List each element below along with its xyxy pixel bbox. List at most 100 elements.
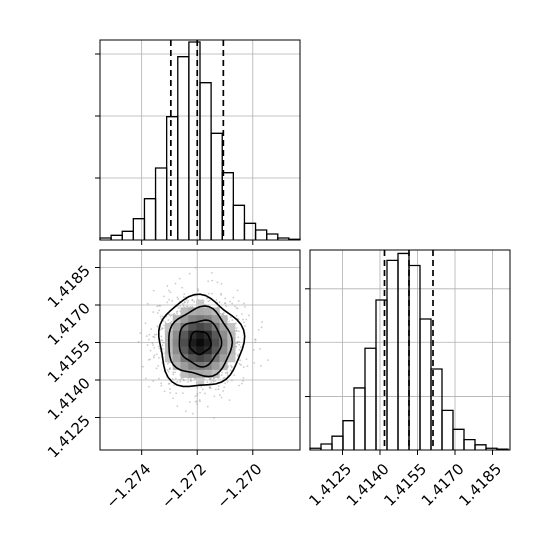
sample-point [145,335,148,338]
sample-point [156,312,159,314]
sample-point [181,303,184,305]
sample-point [240,382,243,385]
sample-point [157,364,160,367]
axes-frame [99,39,301,241]
sample-point [231,319,234,321]
sample-point [199,400,201,403]
sample-point [223,386,226,389]
density-cell [188,362,197,371]
sample-point [168,298,170,301]
sample-point [222,390,225,392]
sample-point [147,359,150,361]
density-cell [219,315,228,324]
histogram-bar-9 [199,82,212,240]
sample-point [238,343,241,346]
sample-point [164,321,167,324]
sample-point [188,401,191,403]
sample-point [175,392,178,395]
sample-point [187,299,190,302]
sample-point [176,405,179,408]
sample-point [153,354,156,357]
density-cell [172,338,181,347]
sample-point [233,374,236,377]
sample-point [166,362,169,365]
density-cell [180,307,189,316]
x-tick-label-0: −1.274 [102,460,154,512]
histogram-bar-5 [364,347,377,450]
sample-point [166,369,169,372]
sample-point [229,369,232,372]
sample-point [161,315,164,318]
sample-point [242,377,245,379]
sample-point [154,333,156,336]
sample-point [240,364,242,366]
sample-point [253,361,256,364]
sample-point [172,371,175,374]
sample-point [166,301,169,304]
sample-point [224,297,227,300]
density-cell [172,346,181,355]
sample-point [163,390,166,393]
sample-point [236,342,238,345]
sample-point [226,372,229,375]
sample-point [235,327,238,329]
contour-0 [188,330,213,356]
histogram-bar-11 [430,368,443,450]
sample-point [243,302,245,305]
sample-point [157,357,160,359]
sample-point [178,277,181,280]
sample-point [149,349,152,352]
density-cell [196,354,205,363]
sample-point [144,322,147,325]
density-cell [180,315,189,324]
sample-point [161,339,164,342]
sample-point [179,378,181,381]
sample-point [182,304,185,307]
sample-point [166,285,169,287]
sample-point [167,370,170,373]
density-cell [164,323,173,332]
sample-point [174,377,177,380]
histogram-bar-1 [320,443,333,450]
density-cell [211,315,220,324]
sample-point [257,328,260,331]
histogram-bar-10 [210,132,223,240]
sample-point [158,347,161,350]
x-tick-label-4: 1.4185 [455,460,505,510]
sample-point [246,365,249,368]
sample-point [222,313,224,316]
density-cell [219,323,228,332]
density-cell [219,330,228,339]
sample-point [192,412,194,415]
sample-point [161,348,164,350]
y-tick-label-4: 1.4185 [44,262,94,312]
density-cell [203,323,212,332]
density-cell [227,354,236,363]
sample-point [160,335,163,338]
sample-point [215,299,218,302]
sample-point [229,364,232,367]
sample-point [169,391,172,394]
density-cell [188,354,197,363]
sample-point [181,392,184,395]
sample-point [187,380,189,383]
sample-point [237,330,240,333]
contour-3 [158,293,246,388]
sample-point [158,304,161,307]
sample-point [150,328,153,330]
sample-point [153,346,156,349]
sample-point [183,293,186,295]
sample-point [214,380,217,382]
sample-point [152,380,155,382]
sample-point [186,301,189,304]
sample-point [169,291,172,294]
density-cell [180,346,189,355]
sample-point [151,342,154,345]
sample-point [171,378,174,380]
sample-point [176,296,179,299]
sample-point [237,336,240,339]
density-cell [211,354,220,363]
sample-point [168,313,171,316]
histogram-bar-14 [254,229,268,240]
histogram-panel-param-0 [95,39,301,245]
